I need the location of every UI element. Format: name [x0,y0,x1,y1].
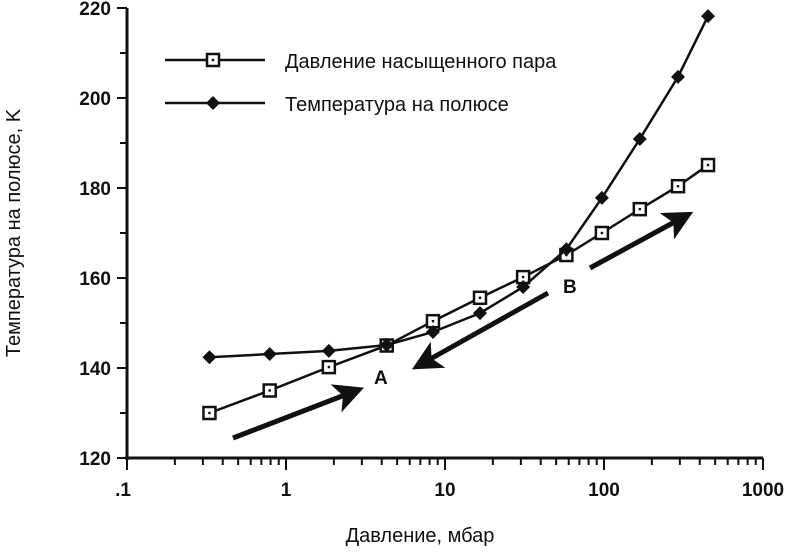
arrow-a-down [411,290,550,370]
x-tick-label: 100 [588,480,620,501]
diamond-marker [321,343,336,358]
x-tick-label: 1000 [742,480,784,501]
square-marker-dot [478,296,482,299]
series-polar-temperature [202,9,716,365]
y-tick-label: 120 [79,449,111,470]
square-marker-dot [521,275,525,279]
diamond-marker [379,338,394,353]
square-marker-dot [600,231,604,235]
square-marker-dot [327,365,331,369]
square-marker-dot [431,320,435,323]
arrow-a-up [232,384,365,441]
diamond-marker [594,190,609,205]
x-tick-label: 1 [281,480,292,501]
x-tick-label: .1 [115,480,131,501]
diamond-marker [206,96,220,110]
square-marker-dot [268,389,271,392]
legend-label: Давление насыщенного пара [285,51,557,73]
diamond-marker [202,350,217,365]
y-tick-label: 140 [79,359,111,380]
x-axis-label: Давление, мбар [346,525,495,547]
diamond-marker [632,131,647,146]
annotation-a: A [374,368,388,389]
y-tick-label: 160 [79,269,111,290]
square-marker-dot [208,411,211,415]
diamond-marker [670,69,685,84]
diamond-marker [516,280,531,294]
diamond-marker [701,9,716,24]
square-marker-dot [211,58,215,62]
diamond-marker [472,306,487,321]
x-tick-label: 10 [434,480,455,501]
series-saturated-vapor-pressure [202,157,716,421]
y-tick-label: 200 [79,89,111,110]
square-marker-dot [676,185,680,188]
diamond-marker [559,242,574,257]
diamond-marker [425,325,440,339]
y-tick-label: 220 [79,0,111,20]
y-axis-label: Температура на полюсе, K [3,108,25,357]
annotation-b: B [563,277,577,298]
legend-label: Температура на полюсе [285,94,509,116]
legend: Давление насыщенного пара Температура на … [165,51,557,116]
square-marker-dot [706,163,710,167]
square-marker-dot [638,207,642,211]
series-line [209,15,710,359]
y-tick-label: 180 [79,179,111,200]
diamond-marker [262,347,277,362]
arrow-b-up [588,211,694,271]
